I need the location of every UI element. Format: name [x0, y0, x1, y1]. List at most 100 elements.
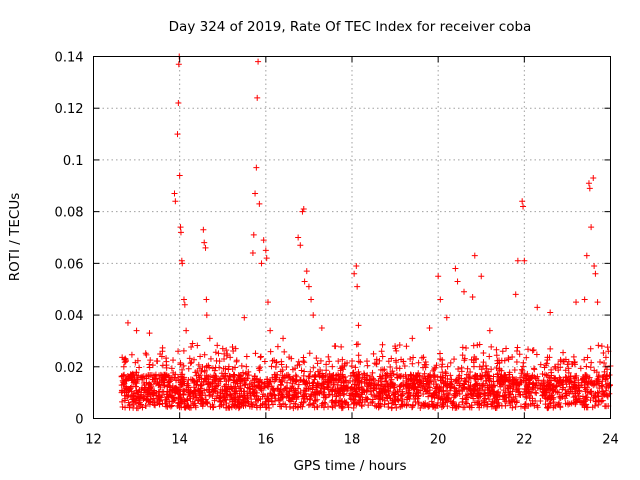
data-point: [323, 393, 330, 400]
data-point: [202, 392, 209, 399]
data-point: [460, 404, 467, 411]
data-point: [185, 365, 192, 372]
data-point: [603, 381, 610, 388]
data-point: [396, 365, 403, 372]
data-point: [470, 395, 477, 402]
data-point: [444, 381, 451, 388]
data-point: [348, 363, 355, 370]
y-axis-label: ROTI / TECUs: [7, 193, 23, 281]
data-point: [292, 400, 299, 407]
x-tick-label: 22: [516, 433, 533, 448]
data-point: [301, 278, 308, 285]
data-point: [272, 364, 279, 371]
data-point: [369, 369, 376, 376]
data-point: [279, 392, 286, 399]
data-point: [249, 250, 256, 257]
data-point: [177, 359, 184, 366]
data-point: [335, 358, 342, 365]
data-point: [599, 383, 606, 390]
data-point: [350, 396, 357, 403]
data-point: [405, 375, 412, 382]
data-point: [176, 395, 183, 402]
data-point: [236, 376, 243, 383]
data-point: [275, 397, 282, 404]
data-point: [156, 372, 163, 379]
data-point: [511, 398, 518, 405]
data-point: [355, 341, 362, 348]
data-point: [155, 393, 162, 400]
data-point: [310, 364, 317, 371]
x-tick-label: 24: [602, 433, 619, 448]
data-point: [379, 341, 386, 348]
data-point: [340, 391, 347, 398]
data-point: [442, 372, 449, 379]
data-point: [143, 373, 150, 380]
data-point: [353, 262, 360, 269]
data-point: [338, 343, 345, 350]
data-point: [255, 378, 262, 385]
data-point: [290, 394, 297, 401]
data-point: [194, 397, 201, 404]
data-point: [185, 377, 192, 384]
data-point: [232, 404, 239, 411]
data-point: [590, 382, 597, 389]
data-point: [308, 296, 315, 303]
data-point: [118, 382, 125, 389]
data-point: [283, 364, 290, 371]
axis-ticks: 12 14 16 18 20 22 24 0 0.02 0.04 0.06 0.08 0.1 0.12 0.…: [55, 51, 619, 448]
data-point: [559, 386, 566, 393]
data-point: [207, 355, 214, 362]
data-point: [202, 244, 209, 251]
data-point: [548, 395, 555, 402]
data-point: [261, 358, 268, 365]
x-tick-label: 12: [85, 433, 102, 448]
data-point: [322, 394, 329, 401]
data-point: [229, 344, 236, 351]
data-point: [317, 366, 324, 373]
data-point: [291, 378, 298, 385]
x-tick-label: 16: [258, 433, 275, 448]
data-point: [136, 364, 143, 371]
data-point: [343, 399, 350, 406]
data-point: [361, 371, 368, 378]
data-point: [209, 378, 216, 385]
data-point: [422, 359, 429, 366]
data-point: [458, 368, 465, 375]
data-point: [246, 403, 253, 410]
data-point: [408, 384, 415, 391]
data-point: [211, 397, 218, 404]
data-point: [224, 392, 231, 399]
data-point: [300, 206, 307, 213]
data-point: [479, 382, 486, 389]
data-point: [163, 358, 170, 365]
data-point: [323, 367, 330, 374]
data-point: [387, 364, 394, 371]
data-point: [218, 370, 225, 377]
data-point: [437, 296, 444, 303]
data-point: [195, 361, 202, 368]
data-point: [590, 175, 597, 182]
data-point: [472, 356, 479, 363]
data-point: [273, 358, 280, 365]
data-point: [474, 342, 481, 349]
data-point: [371, 360, 378, 367]
data-point: [211, 367, 218, 374]
data-point: [217, 398, 224, 405]
data-point: [251, 373, 258, 380]
data-point: [606, 372, 613, 379]
data-point: [516, 351, 523, 358]
data-point: [254, 396, 261, 403]
data-point: [418, 354, 425, 361]
data-point: [518, 366, 525, 373]
data-point: [224, 388, 231, 395]
data-point: [189, 340, 196, 347]
data-point: [594, 378, 601, 385]
data-point: [310, 312, 317, 319]
data-point: [492, 405, 499, 412]
data-point: [480, 390, 487, 397]
data-point: [190, 377, 197, 384]
data-point: [394, 371, 401, 378]
data-point: [544, 395, 551, 402]
data-point: [488, 403, 495, 410]
data-point: [546, 400, 553, 407]
